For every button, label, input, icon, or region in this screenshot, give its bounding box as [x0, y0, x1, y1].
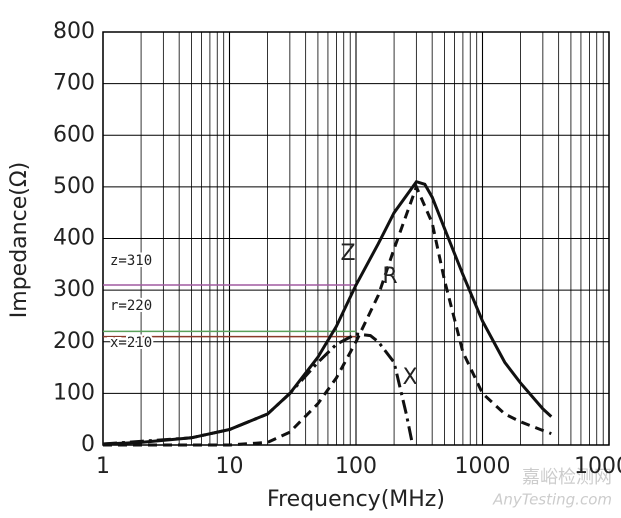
y-tick-label: 400: [53, 226, 95, 251]
y-tick-label: 700: [53, 71, 95, 96]
series-line: [102, 179, 553, 446]
x-tick-label: 1: [96, 454, 110, 479]
x-tick-label: 10: [216, 454, 244, 479]
x-tick-label: 100: [335, 454, 377, 479]
plot-frame: [102, 31, 610, 446]
reference-label: x=210: [110, 335, 152, 351]
y-tick-label: 500: [53, 174, 95, 199]
y-tick-label: 100: [53, 380, 95, 405]
series-line: [103, 182, 552, 447]
series-label: R: [382, 264, 397, 289]
series-label: X: [402, 365, 417, 390]
y-tick-label: 0: [81, 432, 95, 457]
y-tick-label: 300: [53, 277, 95, 302]
x-tick-label: 1000: [455, 454, 511, 479]
y-tick-label: 600: [53, 122, 95, 147]
watermark: 嘉峪检测网: [522, 467, 612, 488]
y-tick-label: 800: [53, 19, 95, 44]
watermark: AnyTesting.com: [492, 491, 612, 509]
x-axis-title: Frequency(MHz): [267, 487, 445, 512]
reference-label: r=220: [110, 298, 152, 314]
reference-label: z=310: [110, 253, 152, 269]
y-tick-label: 200: [53, 329, 95, 354]
x-tick-label: 10000: [574, 454, 621, 479]
series-label: Z: [340, 241, 355, 266]
series-line: [102, 332, 415, 446]
y-axis-title: Impedance(Ω): [7, 162, 32, 318]
